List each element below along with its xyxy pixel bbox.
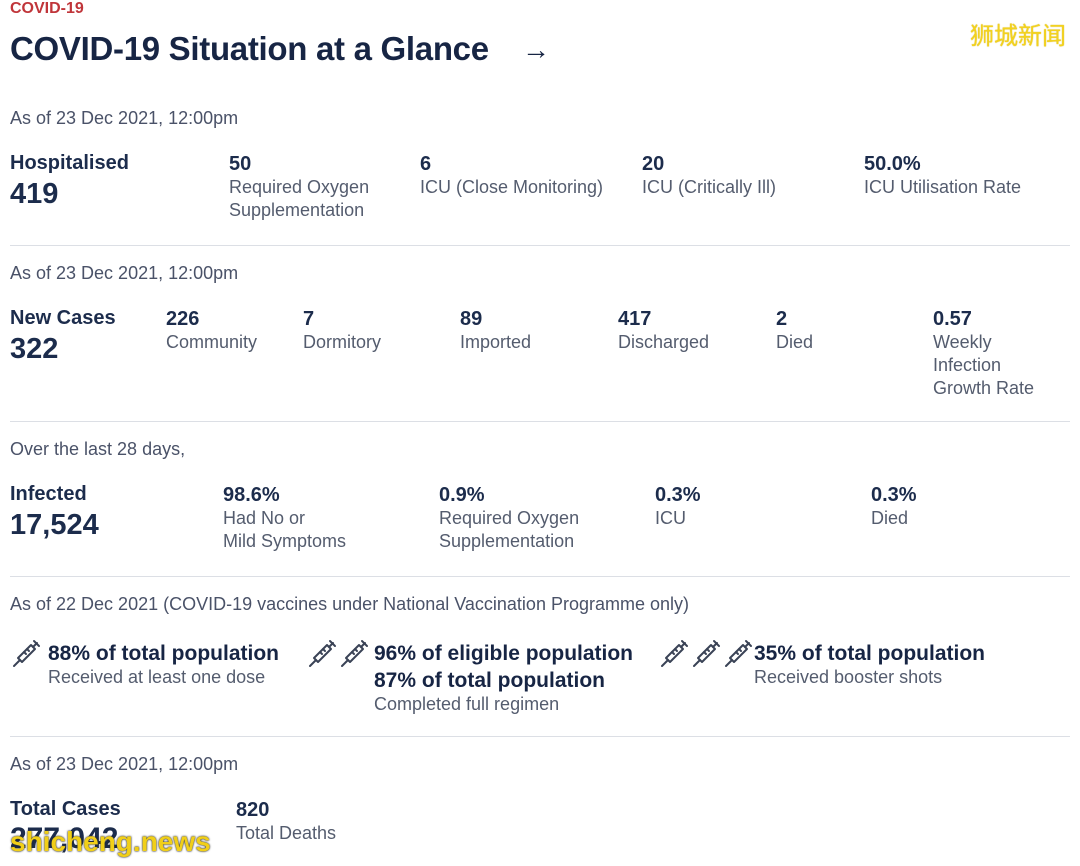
- vaccination-item-1: 88% of total population Received at leas…: [48, 640, 279, 688]
- new-cases-label: New Cases: [10, 307, 116, 329]
- syringe-icon: [13, 640, 40, 667]
- stat-value: 0.3%: [655, 484, 701, 506]
- total-cases-value: 277,042: [10, 822, 119, 855]
- stat-label: ICU Utilisation Rate: [864, 177, 1022, 197]
- stat-value: 0.57: [933, 308, 972, 330]
- stat-value: 0.3%: [871, 484, 917, 506]
- stat-total-deaths: 820 Total Deaths: [236, 799, 336, 845]
- stat-label: Weekly: [933, 332, 992, 352]
- syringe-icon: [725, 640, 752, 667]
- total-cases-label: Total Cases: [10, 798, 121, 820]
- stat-label: Growth Rate: [933, 378, 1035, 398]
- stat-label: Community: [166, 332, 258, 352]
- stat-community: 226 Community: [166, 308, 257, 354]
- stat-value: 50.0%: [864, 153, 921, 175]
- infected-total: 17,524: [10, 509, 99, 541]
- stat-value: 226: [166, 308, 200, 330]
- stat-growth-rate: 0.57 Weekly Infection Growth Rate: [933, 308, 1034, 400]
- syringe-group-2: [306, 638, 370, 670]
- new-cases-total: 322: [10, 333, 59, 365]
- stat-dormitory: 7 Dormitory: [303, 308, 381, 354]
- syringe-icon: [661, 640, 688, 667]
- hospitalised-total: 419: [10, 178, 59, 210]
- vaccination-title: 96% of eligible population: [374, 642, 634, 665]
- stat-value: 98.6%: [223, 484, 280, 506]
- stat-icu-close: 6 ICU (Close Monitoring): [420, 153, 603, 199]
- stat-value: 6: [420, 153, 432, 175]
- divider: [10, 736, 1070, 737]
- stat-imported: 89 Imported: [460, 308, 531, 354]
- stat-label: Imported: [460, 332, 532, 352]
- watermark-logo: 狮城新闻: [970, 23, 1066, 50]
- vaccination-title: 88% of total population: [48, 642, 279, 665]
- vaccination-subtitle: Received booster shots: [754, 667, 943, 687]
- cases-asof: As of 23 Dec 2021, 12:00pm: [10, 263, 239, 283]
- stat-icu-critical: 20 ICU (Critically Ill): [642, 153, 776, 199]
- hospital-asof: As of 23 Dec 2021, 12:00pm: [10, 108, 239, 128]
- stat-label: Supplementation: [229, 200, 365, 220]
- stat-label: Supplementation: [439, 531, 575, 551]
- stat-icu-28d: 0.3% ICU: [655, 484, 701, 530]
- stat-label: Total Deaths: [236, 823, 337, 843]
- stat-died-28d: 0.3% Died: [871, 484, 917, 530]
- infected-label: Infected: [10, 483, 87, 505]
- arrow-right-icon[interactable]: →: [522, 34, 550, 65]
- syringe-group-3: [658, 638, 754, 670]
- vaccination-title: 87% of total population: [374, 669, 605, 692]
- stat-discharged: 417 Discharged: [618, 308, 709, 354]
- section-tag[interactable]: COVID-19: [10, 0, 84, 17]
- stat-label: Dormitory: [303, 332, 382, 352]
- syringe-icon: [693, 640, 720, 667]
- syringe-icon: [341, 640, 368, 667]
- infected-asof: Over the last 28 days,: [10, 439, 186, 459]
- vaccination-subtitle: Received at least one dose: [48, 667, 266, 687]
- stat-value: 89: [460, 308, 483, 330]
- stat-value: 0.9%: [439, 484, 485, 506]
- vaccination-item-2: 96% of eligible population 87% of total …: [374, 640, 633, 715]
- stat-label: Died: [871, 508, 909, 528]
- totals-asof: As of 23 Dec 2021, 12:00pm: [10, 754, 239, 774]
- stat-value: 820: [236, 799, 270, 821]
- divider: [10, 245, 1070, 246]
- stat-oxygen-28d: 0.9% Required Oxygen Supplementation: [439, 484, 579, 553]
- stat-value: 2: [776, 308, 788, 330]
- stat-mild: 98.6% Had No or Mild Symptoms: [223, 484, 346, 553]
- stat-label: ICU (Critically Ill): [642, 177, 776, 197]
- stat-label: Mild Symptoms: [223, 531, 347, 551]
- vaccination-asof: As of 22 Dec 2021 (COVID-19 vaccines und…: [10, 594, 689, 614]
- stat-label: Discharged: [618, 332, 710, 352]
- stat-value: 20: [642, 153, 665, 175]
- stat-value: 50: [229, 153, 252, 175]
- stat-label: Required Oxygen: [439, 508, 580, 528]
- stat-label: ICU (Close Monitoring): [420, 177, 604, 197]
- divider: [10, 576, 1070, 577]
- stat-label: Required Oxygen: [229, 177, 370, 197]
- stat-icu-utilisation: 50.0% ICU Utilisation Rate: [864, 153, 1021, 199]
- syringe-group-1: [10, 638, 42, 670]
- stat-value: 417: [618, 308, 652, 330]
- stat-label: Infection: [933, 355, 1002, 375]
- hospitalised-label: Hospitalised: [10, 152, 129, 174]
- page-title[interactable]: COVID-19 Situation at a Glance: [10, 30, 489, 67]
- stat-value: 7: [303, 308, 315, 330]
- stat-oxygen: 50 Required Oxygen Supplementation: [229, 153, 369, 222]
- vaccination-subtitle: Completed full regimen: [374, 694, 560, 714]
- watermark-site: shicheng.news: [10, 826, 211, 857]
- vaccination-item-3: 35% of total population Received booster…: [754, 640, 985, 688]
- divider: [10, 421, 1070, 422]
- vaccination-title: 35% of total population: [754, 642, 985, 665]
- stat-label: Had No or: [223, 508, 306, 528]
- stat-died: 2 Died: [776, 308, 813, 354]
- stat-label: Died: [776, 332, 814, 352]
- stat-label: ICU: [655, 508, 686, 528]
- syringe-icon: [309, 640, 336, 667]
